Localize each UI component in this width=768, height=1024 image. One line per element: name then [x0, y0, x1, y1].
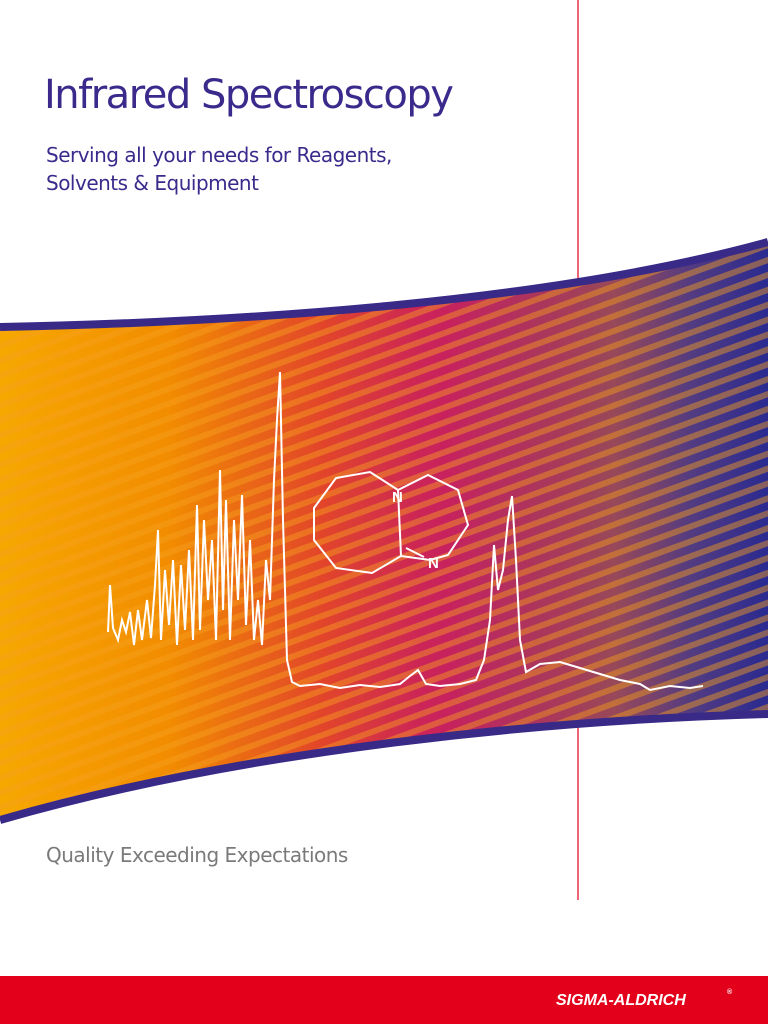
tagline: Quality Exceeding Expectations: [46, 843, 348, 867]
atom-label: N: [392, 489, 403, 506]
title: Infrared Spectroscopy: [44, 72, 453, 118]
molecule: [313, 470, 470, 575]
logo: SIGMA-ALDRICH: [556, 992, 686, 1009]
atom-label: N: [428, 555, 439, 572]
subtitle-line: Solvents & Equipment: [46, 171, 259, 195]
spectrum: [107, 371, 704, 692]
band-border: [0, 238, 768, 331]
band-border: [0, 710, 768, 824]
logo-mark: ®: [727, 988, 733, 996]
footer-bar: [0, 976, 768, 1024]
subtitle-line: Serving all your needs for Reagents,: [46, 143, 392, 167]
